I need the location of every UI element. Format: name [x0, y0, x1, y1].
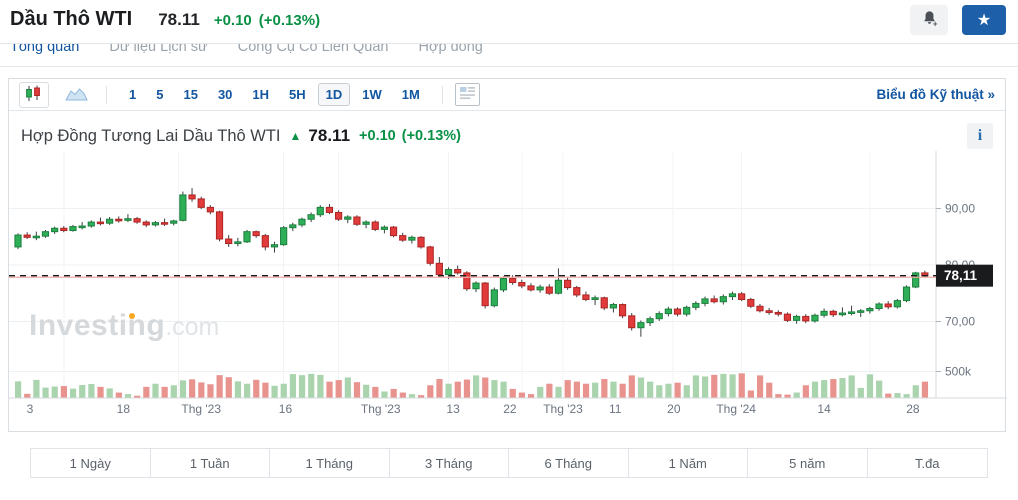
chart-header: Hợp Đồng Tương Lai Dầu Thô WTI ▲ 78.11 +… [9, 111, 1005, 151]
area-chart-icon [65, 86, 88, 104]
candles-layer [14, 188, 929, 337]
timeframe-1H[interactable]: 1H [244, 83, 277, 106]
candlestick-icon [24, 85, 44, 105]
period-button[interactable]: 3 Tháng [390, 449, 509, 477]
period-button[interactable]: T.đa [914, 455, 940, 471]
chart-widget: 1 5 15 30 1H 5H 1D 1W 1M Biểu đồ Kỹ thuật » Hợp … [8, 78, 1007, 432]
svg-text:11: 11 [609, 402, 622, 416]
instrument-change: +0.10 [213, 12, 252, 29]
technical-chart-link[interactable]: Biểu đồ Kỹ thuật » [876, 87, 995, 102]
timeframe-buttons: 1 5 15 30 1H 5H 1D 1W 1M [119, 83, 430, 106]
tabs-inner: Tổng quan Dữ liệu Lịch sử Công Cụ Có Liên … [0, 43, 1018, 57]
nav-tab[interactable]: Công Cụ Có Liên Quan [237, 43, 389, 55]
period-button[interactable]: 6 Tháng [509, 449, 629, 477]
chart-change-pct: (+0.13%) [401, 128, 461, 144]
svg-text:500k: 500k [945, 365, 972, 379]
nav-tab[interactable]: Hợp đồng [418, 43, 483, 55]
svg-text:28: 28 [906, 402, 920, 416]
candlestick-chart-type-button[interactable] [19, 81, 49, 108]
layout-icon [459, 86, 476, 103]
timeframe-15[interactable]: 15 [175, 83, 205, 106]
chart-toolbar: 1 5 15 30 1H 5H 1D 1W 1M Biểu đồ Kỹ thuật » [9, 79, 1005, 111]
timeframe-5[interactable]: 5 [148, 83, 171, 106]
timeframe-1M[interactable]: 1M [394, 83, 428, 106]
instrument-nav-tabs: Tổng quan Dữ liệu Lịch sử Công Cụ Có Liên … [0, 43, 1018, 67]
svg-text:Thg '23: Thg '23 [181, 402, 221, 416]
news-layout-button[interactable] [454, 83, 480, 106]
period-button[interactable]: 1 Ngày [31, 449, 151, 477]
period-button[interactable]: 1 Năm [629, 449, 748, 477]
instrument-change-pct: (+0.13%) [258, 12, 321, 29]
toolbar-divider [441, 85, 443, 104]
period-button[interactable]: 5 năm [748, 449, 868, 477]
up-arrow-icon: ▲ [289, 129, 302, 143]
period-selector: 1 Ngày 1 Tuần 1 Tháng 3 Tháng 6 Tháng 1 Năm 5 … [30, 448, 988, 478]
svg-text:22: 22 [503, 402, 517, 416]
grid-layer [9, 151, 1007, 399]
svg-text:70,00: 70,00 [945, 315, 975, 329]
svg-text:90,00: 90,00 [945, 202, 975, 216]
period-button[interactable]: 1 Tháng [270, 449, 390, 477]
instrument-header: Dầu Thô WTI 78.11 +0.10 (+0.13%) [10, 8, 320, 31]
instrument-price: 78.11 [158, 10, 200, 29]
svg-text:3: 3 [27, 402, 34, 416]
svg-text:Thg '23: Thg '23 [361, 402, 401, 416]
timeframe-1D[interactable]: 1D [317, 83, 351, 106]
star-icon: ★ [976, 12, 992, 29]
nav-tab[interactable]: Dữ liệu Lịch sử [109, 43, 208, 55]
add-to-watchlist-button[interactable]: ★ [962, 5, 1006, 35]
volume-layer [15, 373, 929, 398]
chart-change: +0.10 [359, 128, 396, 144]
svg-text:13: 13 [446, 402, 460, 416]
toolbar-divider [106, 85, 107, 104]
nav-tab[interactable]: Tổng quan [10, 43, 80, 55]
create-alert-button[interactable]: + [910, 5, 948, 35]
period-button[interactable]: 1 Tuần [151, 449, 270, 477]
area-chart-type-button[interactable] [59, 85, 94, 105]
svg-text:+: + [932, 19, 937, 28]
chart-price: 78.11 [308, 126, 351, 145]
timeframe-1[interactable]: 1 [121, 83, 144, 106]
svg-text:Thg '24: Thg '24 [716, 402, 756, 416]
timeframe-5H[interactable]: 5H [281, 83, 314, 106]
svg-text:14: 14 [817, 402, 831, 416]
svg-text:Thg '23: Thg '23 [543, 402, 583, 416]
svg-text:78,11: 78,11 [944, 268, 978, 283]
current-price-line [9, 274, 936, 278]
bell-plus-icon: + [920, 9, 939, 31]
instrument-title: Dầu Thô WTI [10, 8, 133, 30]
timeframe-1W[interactable]: 1W [354, 83, 390, 106]
svg-text:18: 18 [117, 402, 131, 416]
price-tag: 78,11 [936, 264, 993, 287]
svg-text:20: 20 [667, 402, 681, 416]
info-button[interactable]: i [967, 123, 993, 149]
x-axis: 3 18 Thg '23 16 Thg '23 13 22 Thg '23 11 20 Thg '2… [27, 402, 920, 416]
timeframe-30[interactable]: 30 [210, 83, 240, 106]
svg-text:16: 16 [279, 402, 293, 416]
chart-title: Hợp Đồng Tương Lai Dầu Thô WTI [21, 126, 281, 145]
